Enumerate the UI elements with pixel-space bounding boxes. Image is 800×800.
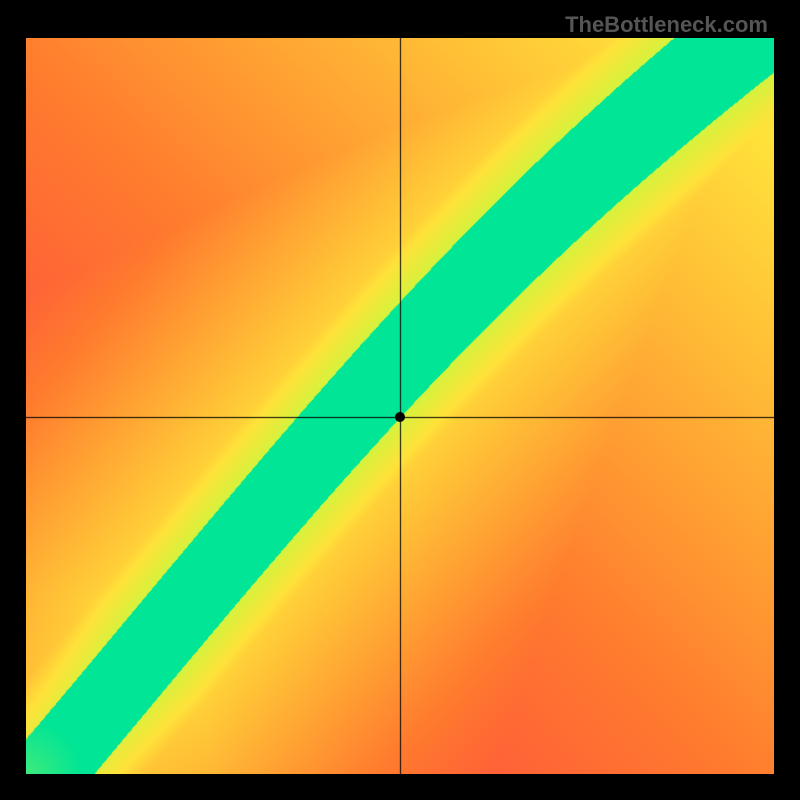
outer-frame: TheBottleneck.com: [0, 0, 800, 800]
source-watermark: TheBottleneck.com: [565, 12, 768, 38]
bottleneck-heatmap: [26, 38, 774, 774]
crosshair-point-marker: [395, 412, 405, 422]
